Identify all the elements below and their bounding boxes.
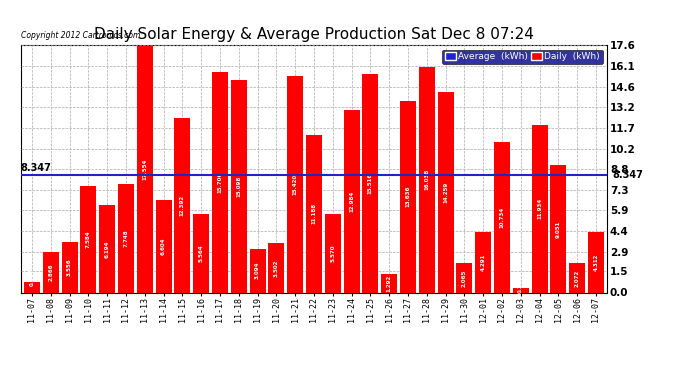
Text: 17.554: 17.554 [142, 158, 147, 180]
Bar [287, 76, 303, 292]
Bar [437, 92, 453, 292]
Text: 6.604: 6.604 [161, 237, 166, 255]
Bar [456, 264, 473, 292]
Text: 0.767: 0.767 [30, 269, 34, 286]
Bar [344, 110, 359, 292]
Bar [155, 200, 172, 292]
Text: 0.310: 0.310 [518, 275, 523, 292]
Bar [475, 232, 491, 292]
Bar [306, 135, 322, 292]
Text: 13.636: 13.636 [406, 186, 411, 207]
Bar [381, 274, 397, 292]
Text: 5.564: 5.564 [199, 244, 204, 262]
Text: 7.584: 7.584 [86, 230, 91, 248]
Bar [230, 80, 247, 292]
Text: 8.347: 8.347 [613, 170, 644, 180]
Text: 3.502: 3.502 [274, 259, 279, 277]
Text: 5.570: 5.570 [331, 244, 335, 262]
Bar [175, 118, 190, 292]
Bar [212, 72, 228, 292]
Text: 15.420: 15.420 [293, 174, 297, 195]
Text: 15.706: 15.706 [217, 171, 222, 193]
Text: 2.866: 2.866 [48, 264, 53, 281]
Text: 9.051: 9.051 [556, 220, 561, 237]
Text: 3.556: 3.556 [67, 259, 72, 276]
Title: Daily Solar Energy & Average Production Sat Dec 8 07:24: Daily Solar Energy & Average Production … [94, 27, 534, 42]
Text: 11.934: 11.934 [537, 198, 542, 219]
Text: 4.291: 4.291 [481, 254, 486, 271]
Bar [193, 214, 209, 292]
Text: 12.984: 12.984 [349, 190, 354, 212]
Bar [43, 252, 59, 292]
Text: 1.292: 1.292 [386, 275, 392, 292]
Text: 2.072: 2.072 [575, 269, 580, 286]
Bar [80, 186, 97, 292]
Text: 6.194: 6.194 [105, 240, 110, 258]
Bar [250, 249, 266, 292]
Text: 8.347: 8.347 [21, 163, 52, 173]
Bar [325, 214, 341, 292]
Legend: Average  (kWh), Daily  (kWh): Average (kWh), Daily (kWh) [442, 50, 602, 64]
Bar [551, 165, 566, 292]
Bar [569, 263, 585, 292]
Bar [24, 282, 40, 292]
Text: 15.098: 15.098 [236, 176, 241, 197]
Bar [268, 243, 284, 292]
Bar [531, 124, 548, 292]
Text: 10.734: 10.734 [500, 206, 504, 228]
Bar [588, 232, 604, 292]
Bar [513, 288, 529, 292]
Bar [137, 46, 152, 292]
Bar [400, 101, 416, 292]
Text: Copyright 2012 Cartronics.com: Copyright 2012 Cartronics.com [21, 31, 140, 40]
Text: 12.392: 12.392 [180, 195, 185, 216]
Bar [419, 67, 435, 292]
Bar [118, 183, 134, 292]
Text: 4.312: 4.312 [593, 254, 598, 271]
Text: 3.094: 3.094 [255, 262, 260, 279]
Text: 16.038: 16.038 [424, 169, 429, 190]
Text: 7.748: 7.748 [124, 229, 128, 247]
Bar [99, 206, 115, 292]
Bar [61, 243, 77, 292]
Text: 11.188: 11.188 [311, 203, 317, 224]
Text: 14.259: 14.259 [443, 182, 448, 203]
Text: 15.516: 15.516 [368, 173, 373, 194]
Bar [494, 141, 510, 292]
Bar [362, 74, 378, 292]
Text: 2.065: 2.065 [462, 269, 467, 286]
